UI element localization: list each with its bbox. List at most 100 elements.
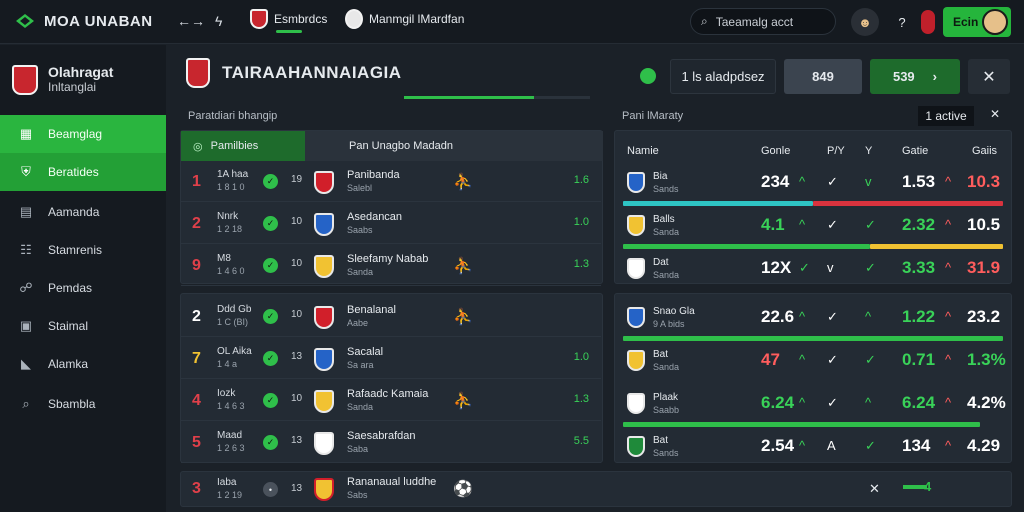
team-crest-icon bbox=[12, 65, 38, 95]
team-crest-icon bbox=[627, 307, 645, 328]
check-circle-icon: ✓ bbox=[263, 309, 278, 324]
odds-row[interactable]: Balls Sanda 4.1 ^ ✓ ✓ 2.32 ^ 10.5 bbox=[615, 204, 1011, 246]
back-arrows-icon[interactable]: ←→ bbox=[177, 13, 205, 29]
odds-panel: Namie Gonle P/Y Y Gatie Gaiis Bia Sands 23… bbox=[614, 130, 1012, 284]
filter-dropdown[interactable]: 1 ls aladpdsez bbox=[670, 59, 776, 94]
tab-events[interactable]: Esmbrdcs bbox=[250, 9, 327, 29]
odds-value[interactable]: 4.2% bbox=[967, 393, 1006, 412]
panel-tab[interactable]: ◎ Pamilbies bbox=[181, 131, 305, 161]
sidebar-item-calendar[interactable]: ▤ Aamanda bbox=[0, 193, 166, 231]
close-icon[interactable]: ✕ bbox=[990, 107, 1001, 121]
odds-value[interactable]: 23.2 bbox=[967, 307, 1001, 326]
match-number: 10 bbox=[291, 309, 303, 320]
odds-value[interactable]: 6.24 bbox=[902, 393, 936, 412]
player-figure-icon: ⛹ bbox=[453, 258, 473, 275]
odds-value[interactable]: 1.22 bbox=[902, 307, 936, 326]
flash-icon[interactable]: ϟ bbox=[215, 13, 223, 29]
close-icon[interactable]: ✕ bbox=[869, 481, 880, 496]
team-name: Benalanal Aabe bbox=[347, 304, 396, 328]
sidebar-item-home[interactable]: ▦ Beamglag bbox=[0, 115, 166, 153]
odds-value[interactable]: 22.6 bbox=[761, 307, 795, 326]
odds-value: 1.0 bbox=[573, 216, 589, 228]
odds-row[interactable]: Dat Sanda 12X ✓ v ✓ 3.33 ^ 31.9 bbox=[615, 247, 1011, 289]
search-input[interactable]: ⌕ Taeamalg acct bbox=[690, 8, 836, 35]
odds-value[interactable]: 10.3 bbox=[967, 172, 1001, 191]
odds-value[interactable]: 0.71 bbox=[902, 350, 936, 369]
stat-box-value: 849 bbox=[812, 69, 834, 84]
odds-value[interactable]: 31.9 bbox=[967, 258, 1001, 277]
fixture-row[interactable]: 4 Iozk 1 4 6 3 ✓ 10 Rafaadc Kamaia Sanda ⛹ 1.3 bbox=[181, 380, 601, 421]
fixture-row[interactable]: 7 OL Aika 1 4 a ✓ 13 Sacalal Sa ara 1.0 bbox=[181, 338, 601, 379]
odds-value[interactable]: 12X bbox=[761, 258, 792, 277]
odds-value: 1.6 bbox=[573, 174, 589, 186]
match-number: 13 bbox=[291, 351, 303, 362]
odds-row[interactable]: Snao Gla 9 A bids 22.6 ^ ✓ ^ 1.22 ^ 23.2 bbox=[615, 296, 1011, 338]
page-header: TAIRAAHANNAIAGIA bbox=[186, 58, 402, 88]
trend-icon: ✓ bbox=[799, 260, 810, 275]
check-icon: ✓ bbox=[827, 217, 838, 232]
trend-icon: ^ bbox=[799, 217, 806, 232]
sidebar-item-players[interactable]: ☍ Pemdas bbox=[0, 269, 166, 307]
odds-value[interactable]: 3.33 bbox=[902, 258, 936, 277]
fixture-row[interactable]: 5 Maad 1 2 6 3 ✓ 13 Saesabrafdan Saba 5.5 bbox=[181, 422, 601, 463]
odds-row[interactable]: Bat Sanda 47 ^ ✓ ✓ 0.71 ^ 1.3% bbox=[615, 339, 1011, 381]
odds-value[interactable]: 234 bbox=[761, 172, 790, 191]
top-bar: MOA UNABAN ←→ ϟ Esmbrdcs Manmgil lMardfa… bbox=[0, 0, 1024, 44]
sidebar-item-stats[interactable]: ▣ Staimal bbox=[0, 307, 166, 345]
stat-box-accent[interactable]: 539 › bbox=[870, 59, 960, 94]
sidebar-item-search[interactable]: ⌕ Sbambla bbox=[0, 385, 166, 423]
odds-value[interactable]: 1.3% bbox=[967, 350, 1006, 369]
team-name: Sleefamy Nabab Sanda bbox=[347, 253, 429, 277]
live-count-badge[interactable]: 1 active bbox=[918, 106, 974, 126]
odds-bar-negative bbox=[870, 244, 1003, 249]
odds-value[interactable]: 2.54 bbox=[761, 436, 795, 455]
odds-value[interactable]: 4.29 bbox=[967, 436, 1001, 455]
team-crest-icon bbox=[314, 255, 334, 278]
odds-bar-positive bbox=[623, 422, 980, 427]
odds-value[interactable]: 6.24 bbox=[761, 393, 795, 412]
column-header: Namie bbox=[627, 145, 659, 157]
odds-row[interactable]: Bat Sands 2.54 ^ A ✓ 134 ^ 4.29 bbox=[615, 425, 1011, 467]
odds-value[interactable]: 1.53 bbox=[902, 172, 936, 191]
odds-value: 5.5 bbox=[573, 435, 589, 447]
sidebar-item-standings[interactable]: ☷ Stamrenis bbox=[0, 231, 166, 269]
fixture-row[interactable]: 9 M8 1 4 6 0 ✓ 10 Sleefamy Nabab Sanda ⛹ 1.3 bbox=[181, 245, 601, 286]
odds-value[interactable]: 4.1 bbox=[761, 215, 785, 234]
check-icon: ✓ bbox=[827, 174, 838, 189]
stat-box[interactable]: 849 bbox=[784, 59, 862, 94]
brand[interactable]: MOA UNABAN bbox=[14, 10, 153, 32]
odds-value[interactable]: 2.32 bbox=[902, 215, 936, 234]
fixture-row[interactable]: 2 Nnrk 1 2 18 ✓ 10 Asedancan Saabs 1.0 bbox=[181, 203, 601, 244]
odds-value[interactable]: 10.5 bbox=[967, 215, 1001, 234]
bottom-fixture-row[interactable]: 3 Iaba 1 2 19 • 13 Rananaual luddhe Sabs ⚽… bbox=[180, 471, 1012, 507]
team-name: Asedancan Saabs bbox=[347, 211, 403, 235]
fixture-row[interactable]: 2 Ddd Gb 1 C (BI) ✓ 10 Benalanal Aabe ⛹ bbox=[181, 296, 601, 337]
sidebar-item-alerts[interactable]: ◣ Alamka bbox=[0, 345, 166, 383]
odds-row[interactable]: Bia Sands 234 ^ ✓ v 1.53 ^ 10.3 bbox=[615, 161, 1011, 203]
odds-row[interactable]: Plaak Saabb 6.24 ^ ✓ ^ 6.24 ^ 4.2% bbox=[615, 382, 1011, 424]
account-button[interactable]: Ecin bbox=[943, 7, 1011, 37]
sidebar-item-matches[interactable]: ⛨ Beratides bbox=[0, 153, 166, 191]
chevron-icon: ^ bbox=[865, 309, 872, 324]
trend-icon: ^ bbox=[945, 395, 952, 410]
progress-bar bbox=[404, 96, 590, 99]
odds-bar-positive bbox=[623, 336, 1003, 341]
odds-value[interactable]: 134 bbox=[902, 436, 931, 455]
team-name: Saesabrafdan Saba bbox=[347, 430, 416, 454]
check-circle-icon: ✓ bbox=[263, 174, 278, 189]
rank: 1 bbox=[192, 173, 201, 190]
help-icon[interactable]: ? bbox=[898, 14, 906, 30]
team-name: Rananaual luddhe Sabs bbox=[347, 476, 437, 500]
fixtures-panel: ◎ Pamilbies Pan Unagbo Madadn 1 1A haa 1 8… bbox=[180, 130, 603, 286]
tab-matches[interactable]: Manmgil lMardfan bbox=[345, 9, 464, 29]
trend-icon: ^ bbox=[945, 217, 952, 232]
alert-icon[interactable] bbox=[921, 10, 935, 34]
profile-icon[interactable]: ☻ bbox=[851, 8, 879, 36]
check-circle-icon: ✓ bbox=[263, 393, 278, 408]
odds-value[interactable]: 47 bbox=[761, 350, 780, 369]
rank: 7 bbox=[192, 350, 201, 367]
team-crest-icon bbox=[314, 306, 334, 329]
close-icon: ✕ bbox=[982, 68, 996, 86]
close-button[interactable]: ✕ bbox=[968, 59, 1010, 94]
fixture-row[interactable]: 1 1A haa 1 8 1 0 ✓ 19 Panibanda Salebl ⛹ 1.6 bbox=[181, 161, 601, 202]
